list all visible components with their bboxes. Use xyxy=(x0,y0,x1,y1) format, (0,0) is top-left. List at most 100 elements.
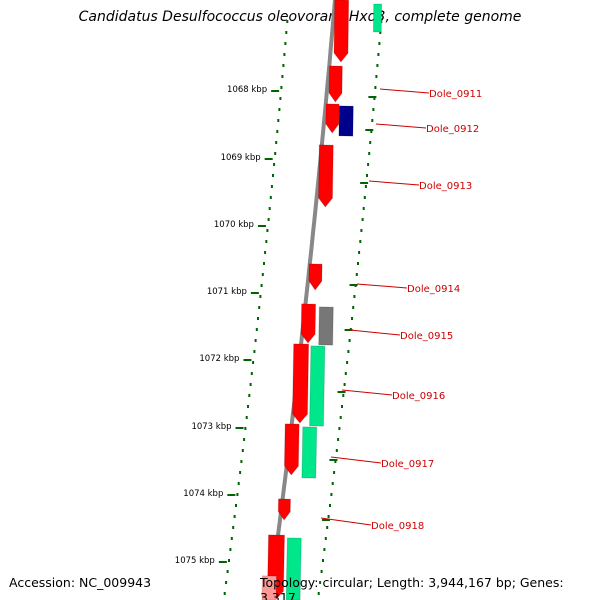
scale-tick-label: 1071 kbp xyxy=(207,287,247,297)
scale-tick-label: 1073 kbp xyxy=(191,422,231,432)
outer-track-dot xyxy=(323,548,326,551)
genome-title: Candidatus Desulfococcus oleovorans Hxd3… xyxy=(78,9,522,25)
gene-label: Dole_0911 xyxy=(429,89,482,100)
outer-track-dot xyxy=(335,449,338,452)
outer-track-dot xyxy=(347,350,350,353)
scale-tick-label: 1070 kbp xyxy=(214,220,254,230)
gene-leader-line xyxy=(356,283,408,289)
outer-track-dot xyxy=(329,504,331,507)
outer-track-dot xyxy=(358,251,361,254)
outer-track-dot xyxy=(344,372,347,375)
inner-track-dot xyxy=(285,31,288,34)
outer-track-dot xyxy=(337,438,340,441)
outer-track-dot xyxy=(366,174,368,177)
inner-track-dot xyxy=(253,350,256,353)
inner-track-dot xyxy=(282,64,285,67)
accession-text: Accession: NC_009943 xyxy=(9,575,152,590)
forward-cds-arrow xyxy=(300,303,317,344)
outer-track-dot xyxy=(324,537,327,540)
outer-track-dot xyxy=(362,207,365,210)
outer-track-dot xyxy=(333,471,336,474)
inner-track-dot xyxy=(230,537,233,540)
gene-label: Dole_0914 xyxy=(407,284,460,295)
inner-track-dot xyxy=(233,515,236,518)
outer-track-dot xyxy=(377,53,380,56)
outer-track-dot xyxy=(326,526,329,529)
inner-track-dot xyxy=(272,174,274,177)
reverse-cds-arrow xyxy=(285,537,302,600)
scale-tick-label: 1068 kbp xyxy=(227,85,267,95)
inner-track-dot xyxy=(258,306,261,309)
inner-track-dot xyxy=(261,273,264,276)
pseudogene-box xyxy=(318,306,334,346)
outer-track-dot xyxy=(371,119,374,122)
outer-track-dot xyxy=(339,416,342,419)
outer-track-dot xyxy=(375,75,378,78)
outer-track-dot xyxy=(330,493,333,496)
scale-tick-label: 1075 kbp xyxy=(175,556,215,566)
inner-track-dot xyxy=(283,53,286,56)
inner-track-dot xyxy=(257,317,259,320)
scale-tick-label: 1069 kbp xyxy=(221,153,261,163)
outer-track-dot xyxy=(364,185,367,188)
inner-track-dot xyxy=(279,97,282,100)
gene-features xyxy=(261,0,383,600)
inner-track-dot xyxy=(240,460,243,463)
inner-track-dot xyxy=(243,438,246,441)
scale-tick-label: 1074 kbp xyxy=(183,489,223,499)
outer-track-dot xyxy=(357,262,359,265)
outer-track-dot xyxy=(359,240,362,243)
inner-track-dot xyxy=(267,218,270,221)
gene-leader-line xyxy=(375,123,427,129)
gene-leader-line xyxy=(349,329,401,336)
outer-track-dot xyxy=(322,559,324,562)
outer-track-dot xyxy=(327,515,330,518)
inner-track-dot xyxy=(276,130,279,133)
reverse-cds-arrow xyxy=(301,426,318,479)
outer-track-dot xyxy=(374,86,377,89)
inner-track-dot xyxy=(223,592,226,595)
outer-track-dot xyxy=(379,31,382,34)
inner-track-dot xyxy=(278,108,281,111)
genome-summary-text: Topology: circular; Length: 3,944,167 bp… xyxy=(260,575,564,600)
outer-track-dot xyxy=(372,108,375,111)
outer-track-dot xyxy=(352,306,355,309)
inner-track-dot xyxy=(235,504,237,507)
inner-track-dot xyxy=(263,262,265,265)
forward-cds-arrow xyxy=(317,144,334,208)
gene-labels: Dole_0911 Dole_0912 Dole_0913 Dole_0914 Dole… xyxy=(320,88,482,532)
inner-track-dot xyxy=(268,207,271,210)
gene-leader-line xyxy=(320,517,372,526)
forward-cds-arrow xyxy=(291,343,310,424)
inner-track-dot xyxy=(275,141,278,144)
outer-track-dot xyxy=(370,130,373,133)
gene-label: Dole_0918 xyxy=(371,521,424,532)
gene-label: Dole_0915 xyxy=(400,331,453,342)
gene-leader-line xyxy=(379,88,430,94)
reverse-cds-arrow xyxy=(372,3,383,33)
outer-track-dot xyxy=(363,196,366,199)
inner-track-dot xyxy=(254,339,257,342)
forward-cds-arrow xyxy=(308,263,323,291)
outer-track-dot xyxy=(341,405,343,408)
forward-cds-arrow xyxy=(277,498,292,521)
inner-track-dot xyxy=(228,559,230,562)
outer-track-dot xyxy=(331,482,334,485)
gene-leader-line xyxy=(330,456,382,464)
outer-track-dot xyxy=(334,460,337,463)
inner-track-dot xyxy=(239,471,242,474)
inner-track-dot xyxy=(255,328,258,331)
inner-track-dot xyxy=(259,295,262,298)
inner-track-dot xyxy=(237,482,240,485)
inner-track-dot xyxy=(248,394,251,397)
inner-track-dot xyxy=(225,581,228,584)
outer-track-dot xyxy=(338,427,341,430)
inner-track-dot xyxy=(245,416,248,419)
inner-track-dot xyxy=(284,42,287,45)
inner-track-dot xyxy=(232,526,235,529)
outer-track-dot xyxy=(353,295,356,298)
outer-track-dot xyxy=(319,581,322,584)
faded-cds-arrow xyxy=(261,575,277,600)
inner-track-dot xyxy=(264,251,267,254)
